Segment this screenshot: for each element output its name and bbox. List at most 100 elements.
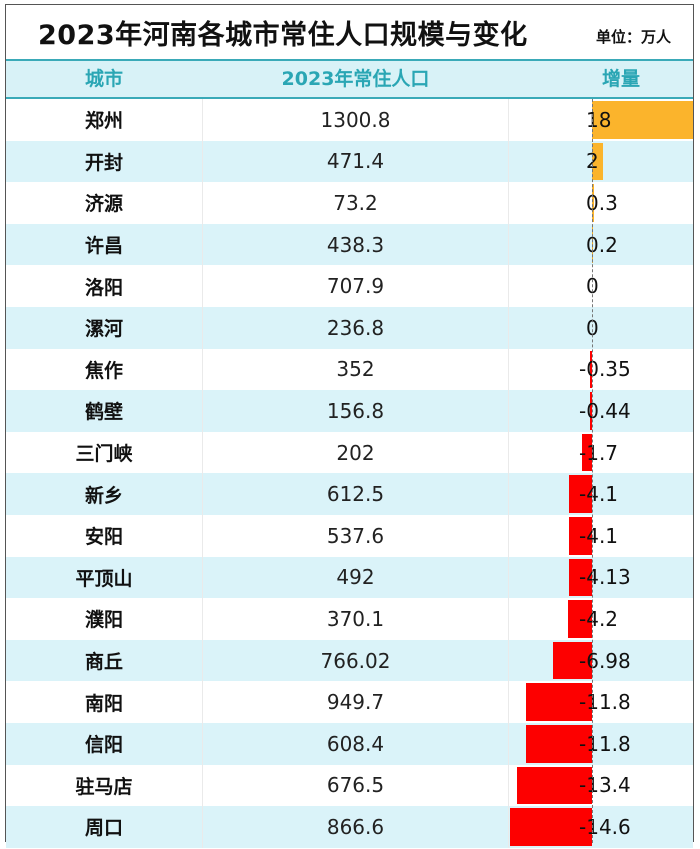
increase-value: -13.4: [579, 773, 631, 798]
population-cell: 352: [202, 348, 509, 391]
increase-value: -4.13: [579, 565, 631, 590]
population-cell: 73.2: [202, 182, 509, 224]
city-cell: 新乡: [84, 484, 123, 507]
city-cell: 许昌: [84, 235, 123, 258]
table-row: 洛阳 707.9 0: [6, 265, 693, 307]
city-cell: 鹤壁: [84, 401, 123, 424]
decrease-bar: [568, 600, 592, 638]
table-row: 驻马店 676.5 -13.4: [6, 764, 693, 807]
table-row: 郑州 1300.8 18: [6, 99, 693, 141]
increase-cell: -6.98: [509, 640, 693, 682]
increase-cell: 18: [509, 99, 693, 141]
city-cell: 驻马店: [75, 775, 133, 798]
increase-cell: -4.1: [509, 473, 693, 515]
increase-cell: -11.8: [509, 681, 693, 723]
increase-value: -4.2: [579, 606, 619, 631]
increase-cell: -0.44: [509, 390, 693, 432]
header-city: 城市: [84, 68, 123, 90]
increase-value: 0.3: [586, 190, 618, 215]
city-cell: 周口: [84, 817, 123, 840]
increase-value: -1.7: [579, 440, 619, 465]
increase-value: -0.44: [579, 398, 631, 423]
header-population: 2023年常住人口: [281, 68, 430, 90]
table-row: 漯河 236.8 0: [6, 307, 693, 349]
population-cell: 537.6: [202, 515, 509, 557]
increase-value: -4.1: [579, 482, 619, 507]
population-cell: 236.8: [202, 307, 509, 349]
decrease-bar: [552, 641, 592, 680]
increase-bar: [592, 142, 604, 181]
population-cell: 492: [202, 556, 509, 599]
city-cell: 三门峡: [75, 443, 133, 466]
city-cell: 南阳: [84, 692, 123, 715]
table-frame: 2023年河南各城市常住人口规模与变化 单位：万人 城市 2023年常住人口 增…: [5, 4, 694, 848]
city-cell: 开封: [84, 151, 123, 174]
population-cell: 438.3: [202, 223, 509, 266]
table-row: 许昌 438.3 0.2: [6, 223, 693, 266]
increase-cell: 0.3: [509, 182, 693, 224]
table-row: 信阳 608.4 -11.8: [6, 723, 693, 765]
decrease-bar: [590, 350, 592, 389]
table-row: 鹤壁 156.8 -0.44: [6, 390, 693, 432]
table-row: 新乡 612.5 -4.1: [6, 473, 693, 515]
chart-title: 2023年河南各城市常住人口规模与变化: [38, 20, 528, 51]
decrease-bar: [568, 558, 592, 597]
city-cell: 济源: [84, 193, 123, 216]
increase-cell: 0.2: [509, 224, 693, 266]
table-row: 南阳 949.7 -11.8: [6, 681, 693, 723]
increase-value: -14.6: [579, 814, 631, 839]
population-cell: 156.8: [202, 390, 509, 432]
table-row: 平顶山 492 -4.13: [6, 556, 693, 599]
table-row: 三门峡 202 -1.7: [6, 431, 693, 474]
table-row: 安阳 537.6 -4.1: [6, 515, 693, 557]
increase-value: -0.35: [579, 357, 631, 382]
population-cell: 866.6: [202, 806, 509, 848]
city-cell: 商丘: [84, 651, 123, 674]
header-increase: 增量: [601, 68, 640, 90]
population-cell: 612.5: [202, 473, 509, 515]
population-cell: 370.1: [202, 598, 509, 640]
city-cell: 信阳: [84, 734, 123, 757]
increase-bar: [592, 101, 693, 139]
increase-cell: 2: [509, 141, 693, 183]
increase-cell: -4.2: [509, 598, 693, 640]
increase-cell: 0: [509, 265, 693, 307]
city-cell: 濮阳: [84, 609, 123, 632]
city-cell: 漯河: [84, 318, 123, 341]
zero-axis-line: [592, 99, 593, 843]
decrease-bar: [582, 433, 592, 472]
increase-cell: -14.6: [509, 806, 693, 848]
city-cell: 郑州: [84, 110, 123, 133]
population-cell: 949.7: [202, 681, 509, 723]
population-cell: 1300.8: [202, 99, 509, 141]
increase-cell: -11.8: [509, 723, 693, 765]
increase-cell: -13.4: [509, 765, 693, 807]
city-cell: 平顶山: [75, 567, 133, 590]
population-cell: 202: [202, 431, 509, 474]
increase-value: 18: [586, 107, 612, 132]
table-row: 开封 471.4 2: [6, 140, 693, 183]
population-cell: 766.02: [202, 639, 509, 682]
city-cell: 洛阳: [84, 276, 123, 299]
increase-cell: -0.35: [509, 349, 693, 391]
table-row: 商丘 766.02 -6.98: [6, 639, 693, 682]
city-cell: 安阳: [84, 526, 123, 549]
decrease-bar: [589, 392, 592, 430]
table-row: 焦作 352 -0.35: [6, 348, 693, 391]
table-row: 濮阳 370.1 -4.2: [6, 598, 693, 640]
population-cell: 608.4: [202, 723, 509, 765]
unit-label: 单位：万人: [595, 28, 671, 46]
city-cell: 焦作: [84, 359, 123, 382]
increase-value: -4.1: [579, 523, 619, 548]
increase-value: -11.8: [579, 731, 631, 756]
increase-value: 0.2: [586, 232, 618, 257]
decrease-bar: [525, 683, 592, 721]
increase-cell: 0: [509, 307, 693, 349]
decrease-bar: [510, 808, 592, 846]
increase-cell: -4.13: [509, 557, 693, 599]
decrease-bar: [569, 517, 592, 555]
decrease-bar: [569, 475, 592, 513]
increase-value: -11.8: [579, 690, 631, 715]
population-cell: 676.5: [202, 764, 509, 807]
population-cell: 471.4: [202, 140, 509, 183]
